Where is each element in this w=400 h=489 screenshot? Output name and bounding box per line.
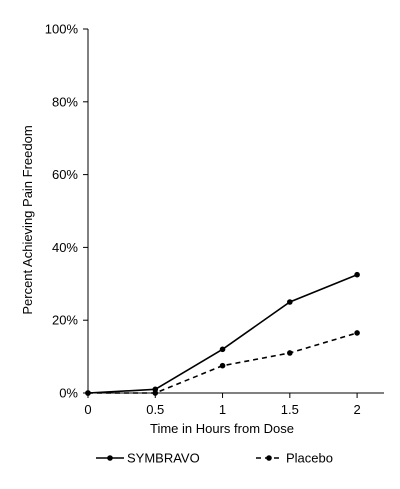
y-axis-ticks: 0% 20% 40% 60% 80% 100% xyxy=(45,22,88,401)
data-point-symbravo xyxy=(219,346,226,353)
data-point-placebo xyxy=(219,362,226,369)
series-line-symbravo xyxy=(87,273,358,394)
legend-item-placebo: Placebo xyxy=(256,451,333,466)
x-tick-label: 0 xyxy=(84,402,91,417)
data-point-placebo xyxy=(354,330,360,336)
data-point-symbravo xyxy=(287,299,293,305)
y-axis-title: Percent Achieving Pain Freedom xyxy=(20,125,35,314)
legend-item-symbravo: SYMBRAVO xyxy=(96,451,200,466)
y-tick-label: 0% xyxy=(59,386,78,401)
data-point-symbravo xyxy=(354,271,360,278)
x-tick-label: 2 xyxy=(353,402,360,417)
x-axis-ticks: 0 0.5 1 1.5 2 xyxy=(84,393,361,417)
x-tick-label: 1.5 xyxy=(281,402,299,417)
legend-label-placebo: Placebo xyxy=(286,451,333,466)
y-tick-label: 20% xyxy=(52,313,78,328)
data-point-placebo xyxy=(152,390,159,396)
data-point-placebo xyxy=(85,390,91,396)
y-tick-label: 60% xyxy=(52,167,78,182)
y-tick-label: 100% xyxy=(45,22,79,37)
legend: SYMBRAVO Placebo xyxy=(96,451,333,466)
legend-label-symbravo: SYMBRAVO xyxy=(127,451,200,466)
legend-marker-placebo xyxy=(266,455,272,461)
legend-marker-symbravo xyxy=(107,455,113,461)
x-tick-label: 0.5 xyxy=(146,402,164,417)
series-layer xyxy=(85,271,360,396)
y-tick-label: 40% xyxy=(52,240,78,255)
x-tick-label: 1 xyxy=(219,402,226,417)
data-point-placebo xyxy=(287,350,293,356)
axes xyxy=(87,29,384,394)
y-tick-label: 80% xyxy=(52,94,78,109)
x-axis-title: Time in Hours from Dose xyxy=(150,421,294,436)
